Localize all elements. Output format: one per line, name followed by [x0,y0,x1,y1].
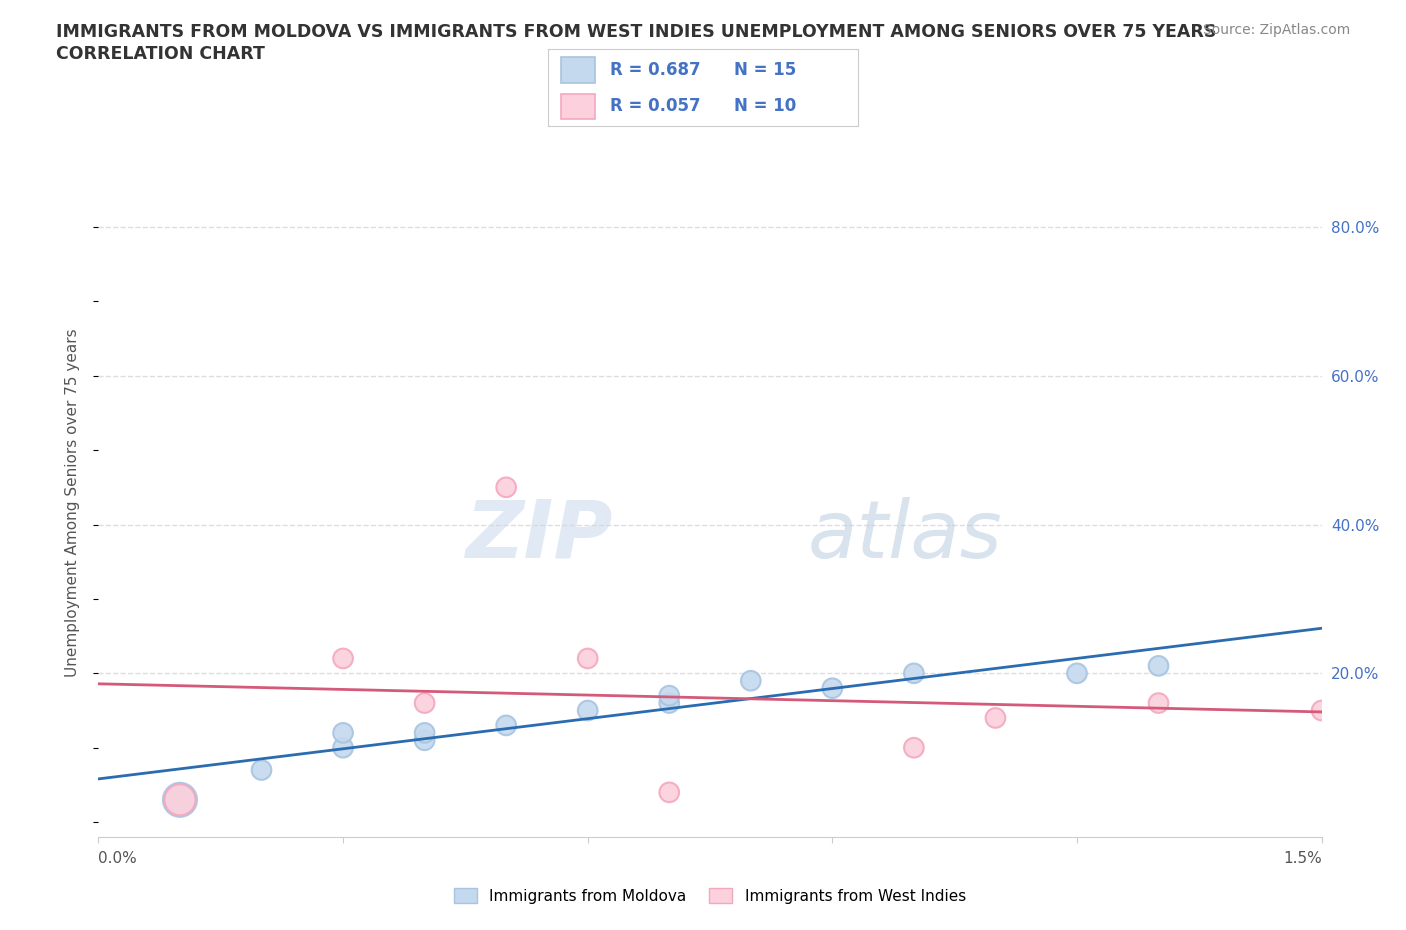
Text: 0.0%: 0.0% [98,851,138,866]
Text: N = 15: N = 15 [734,60,796,79]
Point [740,673,762,688]
Point [658,696,681,711]
Point [576,651,599,666]
Text: ZIP: ZIP [465,497,612,575]
Point [332,725,354,740]
Point [1147,658,1170,673]
Point [169,792,191,807]
Point [413,696,436,711]
Legend: Immigrants from Moldova, Immigrants from West Indies: Immigrants from Moldova, Immigrants from… [449,882,972,910]
Point [658,785,681,800]
Point [984,711,1007,725]
Text: 1.5%: 1.5% [1282,851,1322,866]
Text: R = 0.687: R = 0.687 [610,60,700,79]
Point [250,763,273,777]
Point [413,733,436,748]
Point [658,688,681,703]
Point [576,703,599,718]
Text: N = 10: N = 10 [734,98,796,115]
Point [903,666,925,681]
Point [332,651,354,666]
Point [1066,666,1088,681]
Text: CORRELATION CHART: CORRELATION CHART [56,45,266,62]
Point [1147,696,1170,711]
Point [495,718,517,733]
Y-axis label: Unemployment Among Seniors over 75 years: Unemployment Among Seniors over 75 years [65,328,80,676]
Point [1310,703,1333,718]
FancyBboxPatch shape [561,57,595,83]
Point [495,480,517,495]
Text: atlas: atlas [808,497,1002,575]
FancyBboxPatch shape [561,94,595,119]
Text: R = 0.057: R = 0.057 [610,98,700,115]
Point [903,740,925,755]
Text: IMMIGRANTS FROM MOLDOVA VS IMMIGRANTS FROM WEST INDIES UNEMPLOYMENT AMONG SENIOR: IMMIGRANTS FROM MOLDOVA VS IMMIGRANTS FR… [56,23,1216,41]
Point [332,740,354,755]
Text: Source: ZipAtlas.com: Source: ZipAtlas.com [1202,23,1350,37]
Point [821,681,844,696]
Point [413,725,436,740]
Point [169,792,191,807]
